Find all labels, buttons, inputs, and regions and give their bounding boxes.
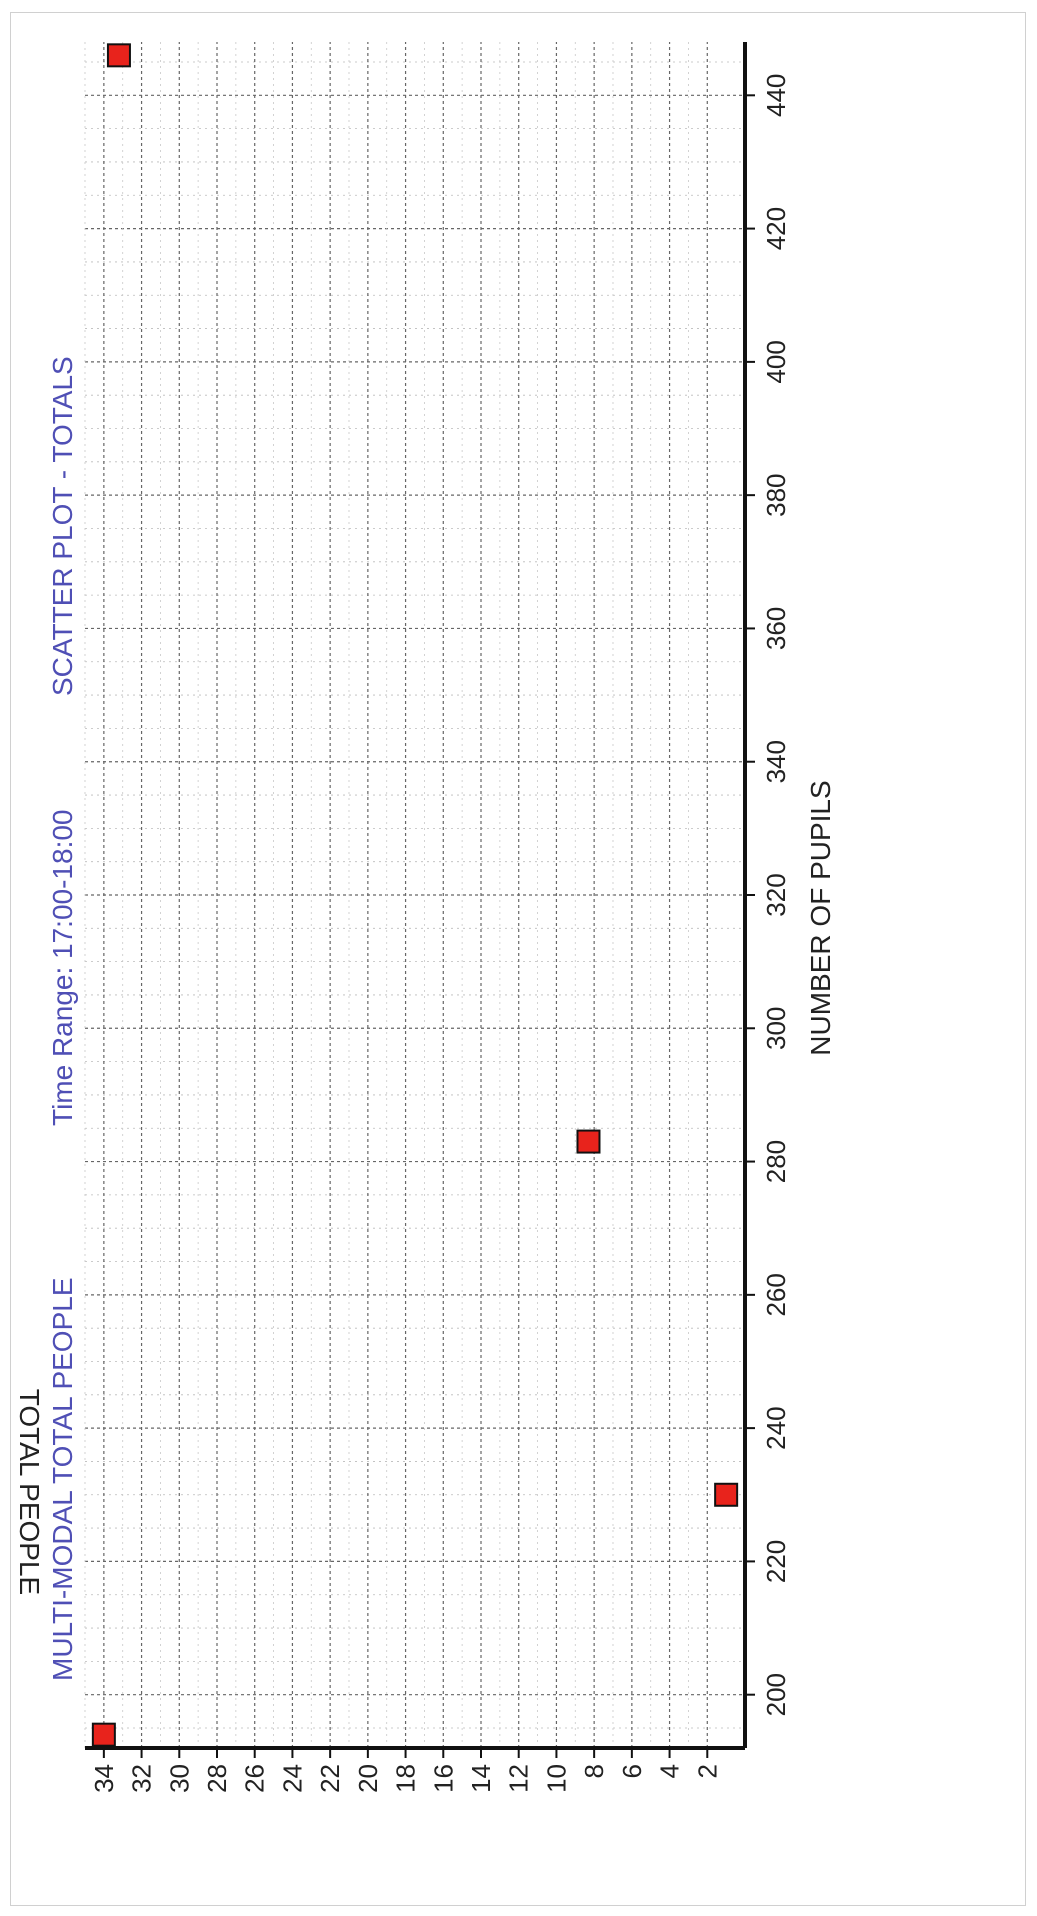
x-tick-label: 400 [761, 340, 791, 383]
x-tick-label: 380 [761, 473, 791, 516]
y-tick-label: 20 [353, 1764, 383, 1793]
x-tick-label: 320 [761, 873, 791, 916]
y-tick-label: 8 [579, 1764, 609, 1778]
scatter-point [714, 1482, 739, 1507]
x-tick-label: 340 [761, 740, 791, 783]
axes [85, 42, 755, 1758]
x-axis-title: NUMBER OF PUPILS [805, 780, 836, 1055]
time-range-label: Time Range: 17:00-18:00 [47, 810, 78, 1127]
chart-frame [10, 12, 1026, 1906]
x-tick-label: 300 [761, 1007, 791, 1050]
x-tick-label: 220 [761, 1540, 791, 1583]
y-axis-title: TOTAL PEOPLE [14, 1389, 45, 1595]
data-points [91, 43, 739, 1747]
x-tick-label: 280 [761, 1140, 791, 1183]
y-tick-label: 4 [655, 1764, 685, 1778]
chart-title: SCATTER PLOT - TOTALS [47, 356, 78, 696]
y-tick-label: 14 [466, 1764, 496, 1793]
x-tick-label: 360 [761, 607, 791, 650]
x-tick-label: 440 [761, 74, 791, 117]
y-tick-label: 34 [89, 1764, 119, 1793]
x-tick-label: 200 [761, 1673, 791, 1716]
y-tick-label: 2 [692, 1764, 722, 1778]
y-tick-label: 28 [202, 1764, 232, 1793]
y-tick-label: 12 [504, 1764, 534, 1793]
y-tick-label: 24 [277, 1764, 307, 1793]
x-tick-label: 420 [761, 207, 791, 250]
tick-labels: 2002202402602803003203403603804004204402… [89, 74, 791, 1793]
y-tick-label: 26 [240, 1764, 270, 1793]
y-tick-label: 6 [617, 1764, 647, 1778]
y-tick-label: 30 [164, 1764, 194, 1793]
y-tick-label: 18 [391, 1764, 421, 1793]
scatter-point [576, 1129, 601, 1154]
scatter-point [106, 43, 131, 68]
y-tick-label: 22 [315, 1764, 345, 1793]
x-tick-label: 260 [761, 1273, 791, 1316]
scatter-point [91, 1722, 116, 1747]
y-tick-label: 10 [541, 1764, 571, 1793]
y-tick-label: 16 [428, 1764, 458, 1793]
grid [84, 42, 745, 1748]
chart-subtitle: MULTI-MODAL TOTAL PEOPLE [47, 1278, 78, 1682]
y-tick-label: 32 [127, 1764, 157, 1793]
x-tick-label: 240 [761, 1406, 791, 1449]
